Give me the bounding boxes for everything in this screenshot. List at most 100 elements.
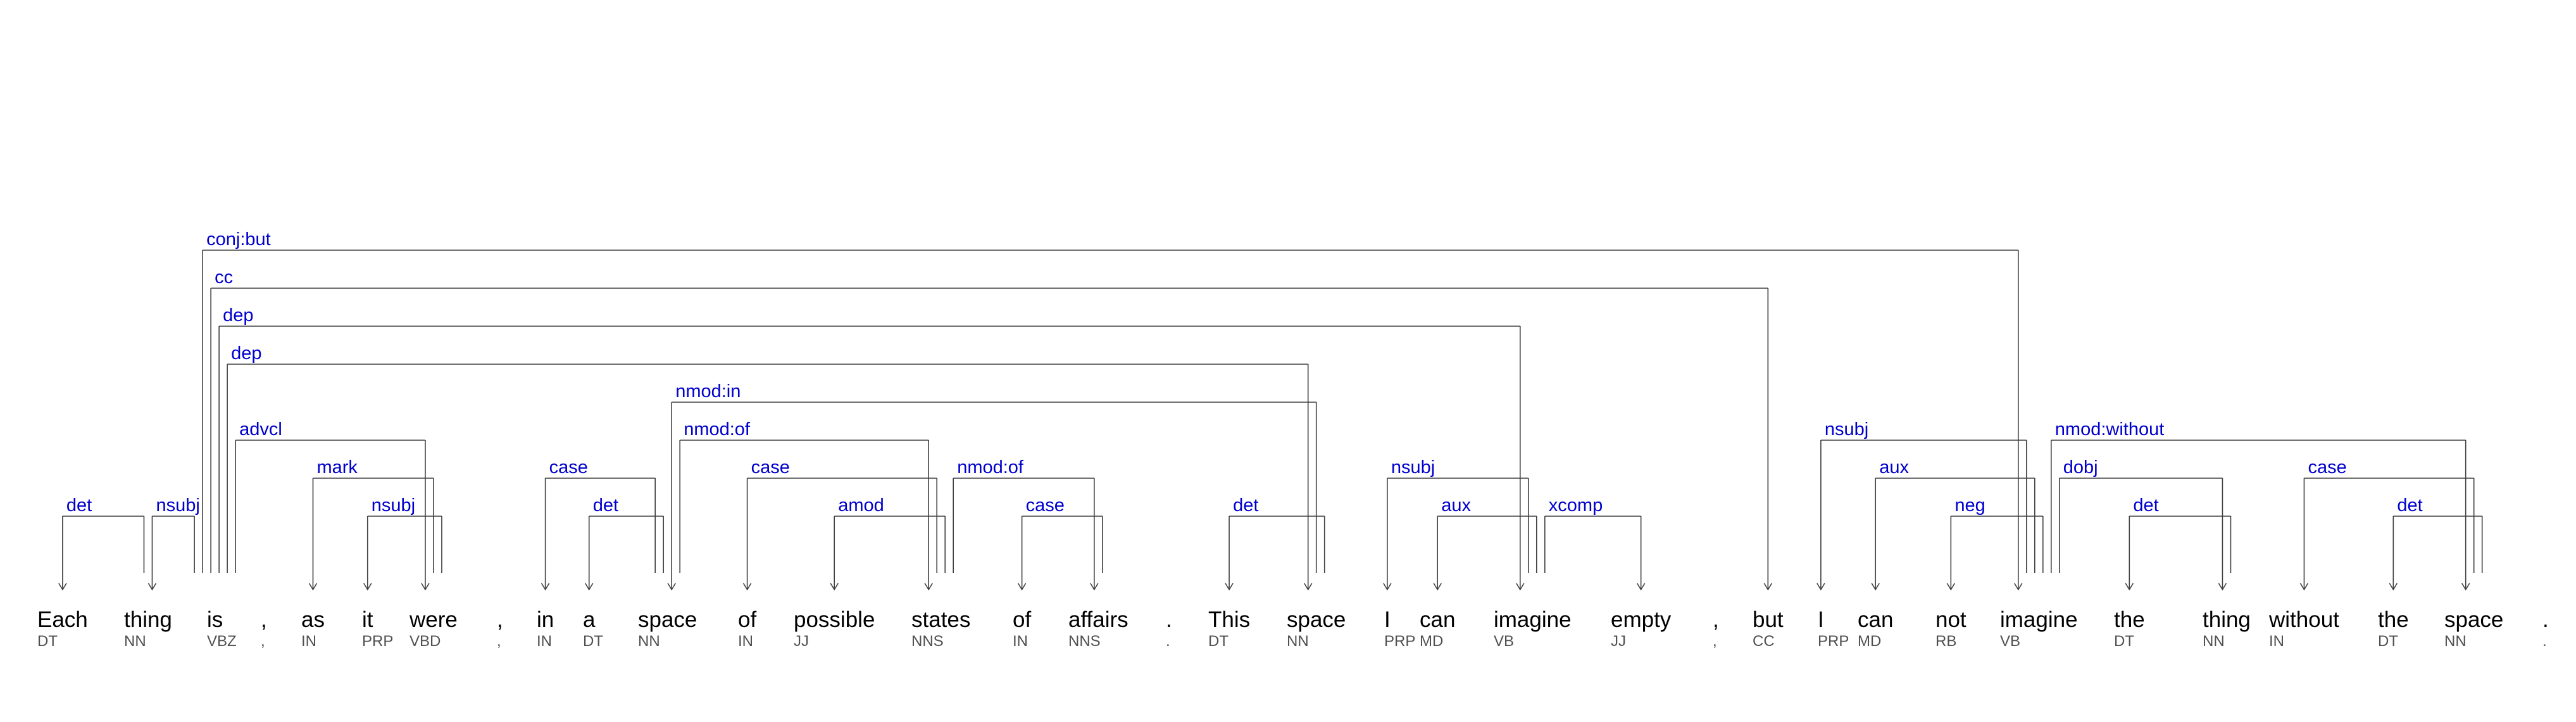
token-pos-tag: IN (537, 633, 552, 650)
token-pos-tag: , (1713, 633, 1717, 650)
arc-relation-label: dobj (2063, 457, 2098, 478)
token-word: can (1420, 607, 1455, 632)
dependency-arc: xcomp (1544, 495, 1646, 591)
dependency-arc: cc (210, 267, 1773, 591)
dependency-arc: nsubj (1816, 419, 2027, 591)
arc-relation-label: mark (316, 457, 358, 478)
token-pos-tag: DT (2114, 633, 2134, 650)
token-pos-tag: , (497, 633, 501, 650)
token-pos-tag: NN (2203, 633, 2225, 650)
token-pos-tag: DT (1208, 633, 1229, 650)
token-word: the (2114, 607, 2145, 632)
token-word: without (2268, 607, 2339, 632)
dependency-arc: dep (218, 305, 1525, 591)
token-pos-tag: NNS (1068, 633, 1101, 650)
arc-relation-label: cc (215, 267, 233, 288)
token-word: imagine (1494, 607, 1572, 632)
token-word: empty (1611, 607, 1672, 632)
arc-relation-label: xcomp (1549, 495, 1603, 516)
token-word: , (261, 607, 267, 632)
token-pos-tag: RB (1935, 633, 1956, 650)
arc-relation-label: nmod:without (2055, 419, 2165, 440)
arc-relation-label: nsubj (1825, 419, 1868, 440)
arc-relation-label: det (1233, 495, 1258, 516)
token-word: of (738, 607, 756, 632)
token-pos-tag: IN (2269, 633, 2284, 650)
dependency-arc: det (585, 495, 665, 591)
token-word: it (362, 607, 373, 632)
token-pos-tag: . (1166, 633, 1170, 650)
dependency-arc: case (742, 457, 937, 591)
token-pos-tag: PRP (1384, 633, 1415, 650)
arc-relation-label: case (2308, 457, 2346, 478)
arc-relation-label: det (2397, 495, 2422, 516)
token-word: space (1287, 607, 1346, 632)
arc-relation-label: nsubj (1391, 457, 1435, 478)
arc-relation-label: case (1026, 495, 1065, 516)
dependency-arc: aux (1433, 495, 1537, 591)
arc-relation-label: aux (1879, 457, 1909, 478)
token-word: This (1208, 607, 1250, 632)
token-pos-tag: NNS (911, 633, 944, 650)
arc-relation-label: nsubj (156, 495, 199, 516)
dependency-arc: nmod:of (953, 457, 1099, 591)
arc-relation-label: det (2133, 495, 2158, 516)
dependency-arc: nmod:of (679, 419, 933, 591)
dependency-arc: advcl (235, 419, 430, 591)
token-word: states (911, 607, 970, 632)
token-pos-tag: IN (301, 633, 316, 650)
token-pos-tag: NN (1287, 633, 1309, 650)
token-word: is (207, 607, 223, 632)
token-pos-tag: VBZ (207, 633, 237, 650)
token-pos-tag: JJ (1611, 633, 1626, 650)
token-pos-tag: DT (37, 633, 58, 650)
token-pos-tag: IN (738, 633, 753, 650)
token-pos-tag: IN (1013, 633, 1028, 650)
token-word: affairs (1068, 607, 1129, 632)
token-word: possible (794, 607, 875, 632)
dependency-arc: nsubj (1383, 457, 1529, 591)
dependency-arc: conj:but (202, 229, 2023, 591)
arc-relation-label: case (549, 457, 588, 478)
token-pos-tag: NN (2444, 633, 2467, 650)
token-pos-tag: . (2542, 633, 2547, 650)
token-pos-tag: PRP (362, 633, 393, 650)
token-pos-tag: VB (2000, 633, 2020, 650)
arc-relation-label: amod (838, 495, 884, 516)
dependency-arc: det (2389, 495, 2483, 591)
dependency-arc: case (541, 457, 656, 591)
token-pos-tag: MD (1858, 633, 1881, 650)
token-word: the (2378, 607, 2409, 632)
dependency-arc: amod (830, 495, 946, 591)
arc-relation-label: det (593, 495, 618, 516)
dependency-arc: dobj (2058, 457, 2227, 591)
dependency-arc: det (58, 495, 145, 591)
token-pos-tag: , (261, 633, 265, 650)
token-pos-tag: JJ (794, 633, 809, 650)
token-word: Each (37, 607, 88, 632)
arcs-layer: det nsubjmarknsubjadvclcasedetnmod:incase… (58, 229, 2483, 591)
arc-relation-label: nmod:of (957, 457, 1024, 478)
dependency-arc: nmod:in (667, 381, 1317, 591)
token-word: space (638, 607, 697, 632)
token-word: a (583, 607, 596, 632)
dependency-arc: dep (227, 343, 1313, 591)
arc-relation-label: advcl (239, 419, 282, 440)
arc-relation-label: nmod:in (675, 381, 741, 402)
token-word: , (497, 607, 503, 632)
token-word: in (537, 607, 554, 632)
token-pos-tag: NN (124, 633, 146, 650)
token-word: . (1166, 607, 1172, 632)
token-pos-tag: VB (1494, 633, 1514, 650)
token-word: thing (124, 607, 172, 632)
token-pos-tag: DT (583, 633, 603, 650)
token-pos-tag: CC (1753, 633, 1775, 650)
arc-relation-label: conj:but (206, 229, 271, 250)
arc-relation-label: dep (223, 305, 253, 326)
tokens-layer: EachDTthingNNisVBZ,,asINitPRPwereVBD,,in… (37, 607, 2549, 650)
token-pos-tag: NN (638, 633, 660, 650)
token-word: I (1384, 607, 1391, 632)
dependency-arc: aux (1871, 457, 2035, 591)
token-word: I (1818, 607, 1824, 632)
